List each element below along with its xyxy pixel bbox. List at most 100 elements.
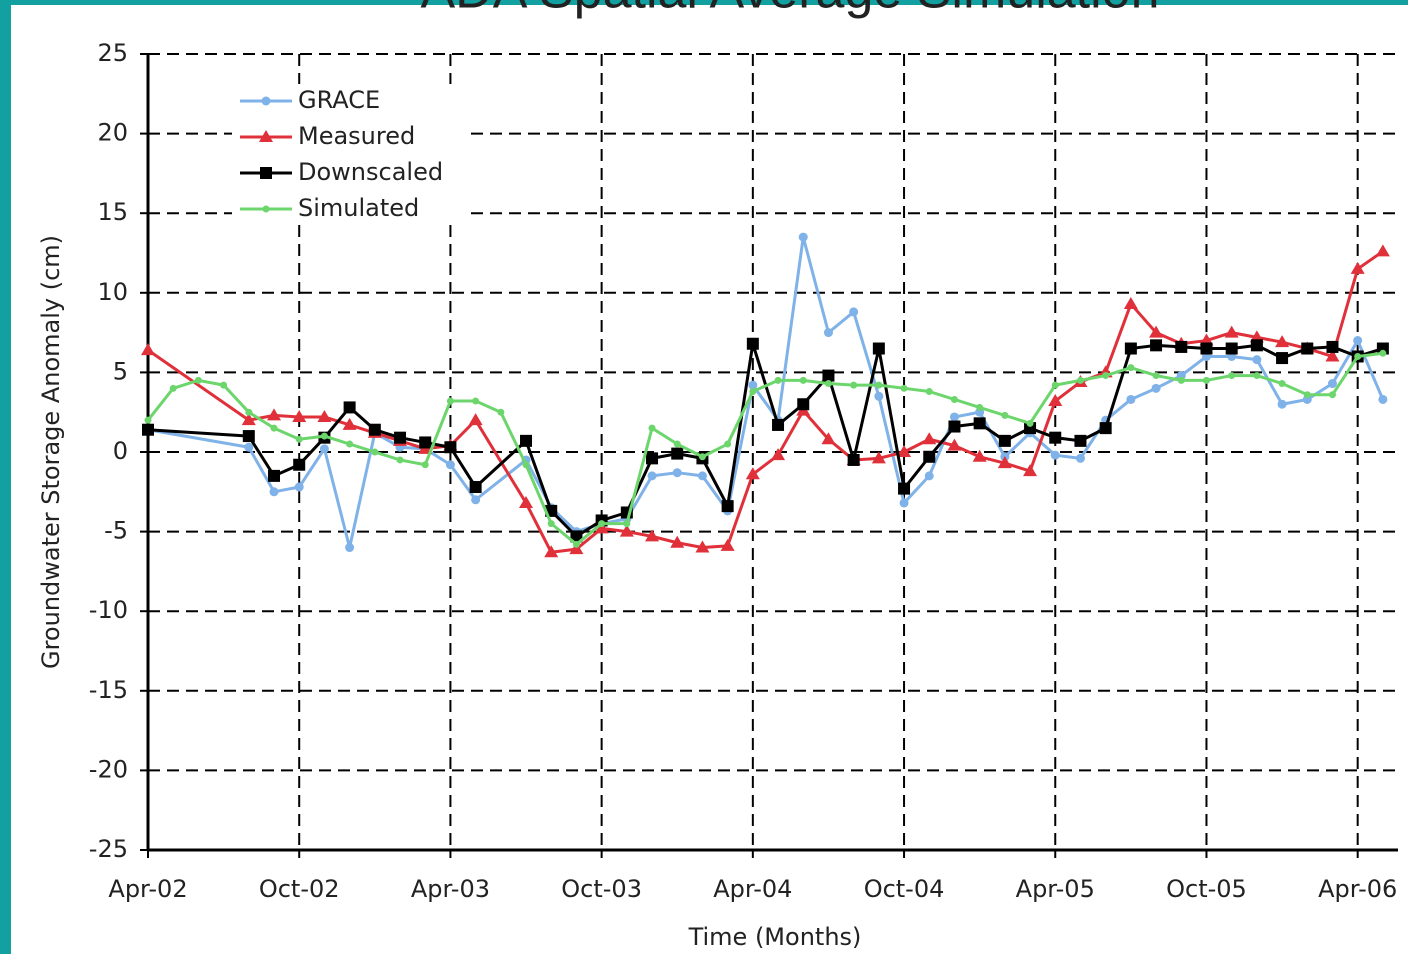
dot-marker [245,408,253,416]
y-tick-label: 20 [97,119,128,147]
dot-marker [522,461,530,469]
dot-marker [446,397,454,405]
square-marker [1200,342,1213,355]
dot-marker [1152,372,1160,380]
circle-marker [1277,399,1287,409]
dot-marker [1328,391,1336,399]
square-marker [260,167,272,179]
triangle-marker [569,542,584,555]
square-marker [1099,422,1112,435]
triangle-marker [922,432,937,445]
triangle-marker [720,538,735,551]
dot-marker [421,461,429,469]
y-tick-label: 10 [97,278,128,306]
x-tick-label: Apr-03 [411,875,490,903]
square-marker [671,447,684,460]
dot-marker [875,381,883,389]
x-tick-label: Apr-04 [713,875,792,903]
triangle-marker [695,540,710,553]
square-marker [1225,342,1238,355]
triangle-marker [1048,394,1063,407]
dot-marker [144,416,152,424]
triangle-marker [241,413,256,426]
triangle-marker [1350,261,1365,274]
triangle-marker [1375,244,1390,257]
dot-marker [648,424,656,432]
x-tick-label: Apr-05 [1016,875,1095,903]
square-marker [1276,352,1289,365]
x-tick-label: Oct-04 [864,875,945,903]
dot-marker [1177,376,1185,384]
dot-marker [220,381,228,389]
square-marker [1326,340,1339,353]
triangle-marker [871,451,886,464]
dot-marker [976,403,984,411]
circle-marker [1075,453,1085,463]
square-marker [520,434,533,447]
circle-marker [269,487,279,497]
dot-marker [799,376,807,384]
dot-marker [371,448,379,456]
left-border [0,0,11,954]
dot-marker [623,520,631,528]
triangle-marker [1275,335,1290,348]
triangle-marker [1149,325,1164,338]
triangle-marker [342,417,357,430]
circle-marker [345,543,355,553]
series-line [146,351,1384,546]
circle-marker [748,380,758,390]
square-marker [923,450,936,463]
x-tick-label: Oct-02 [259,875,340,903]
legend-label: Measured [298,122,415,150]
triangle-marker [645,529,660,542]
dot-marker [749,388,757,396]
dot-marker [1202,376,1210,384]
circle-marker [1151,383,1161,393]
square-marker [1150,339,1163,352]
circle-marker [244,442,254,452]
dot-marker [1051,381,1059,389]
dot-marker [950,395,958,403]
circle-marker [672,468,682,478]
y-tick-label: 25 [97,39,128,67]
dot-marker [925,388,933,396]
x-tick-label: Oct-03 [561,875,642,903]
triangle-marker [947,438,962,451]
dot-marker [1379,349,1387,357]
square-marker [847,453,860,466]
triangle-marker [897,445,912,457]
top-border [0,0,1408,5]
y-tick-label: -10 [89,596,128,624]
dot-marker [1127,364,1135,372]
x-tick-label: Apr-06 [1318,875,1397,903]
dot-marker [1253,372,1261,380]
dot-marker [1026,419,1034,427]
square-marker [444,441,457,454]
dot-marker [295,435,303,443]
dot-marker [472,397,480,405]
square-marker [772,418,785,431]
triangle-marker [997,456,1012,469]
dot-marker [262,205,270,213]
circle-marker [1327,379,1337,389]
circle-marker [697,471,707,481]
circle-marker [1050,450,1060,460]
y-axis-label: Groundwater Storage Anomaly (cm) [37,235,65,669]
square-marker [998,434,1011,447]
circle-marker [798,232,808,242]
y-tick-label: -20 [89,755,128,783]
dot-marker [900,384,908,392]
x-axis-label: Time (Months) [688,923,862,951]
square-marker [394,431,407,444]
square-marker [620,506,633,519]
dot-marker [1228,372,1236,380]
square-marker [646,452,659,465]
square-marker [721,500,734,513]
square-marker [872,342,885,355]
square-marker [1074,434,1087,447]
dot-marker [169,384,177,392]
legend-label: GRACE [298,86,380,114]
circle-marker [294,482,304,492]
triangle-marker [468,413,483,426]
